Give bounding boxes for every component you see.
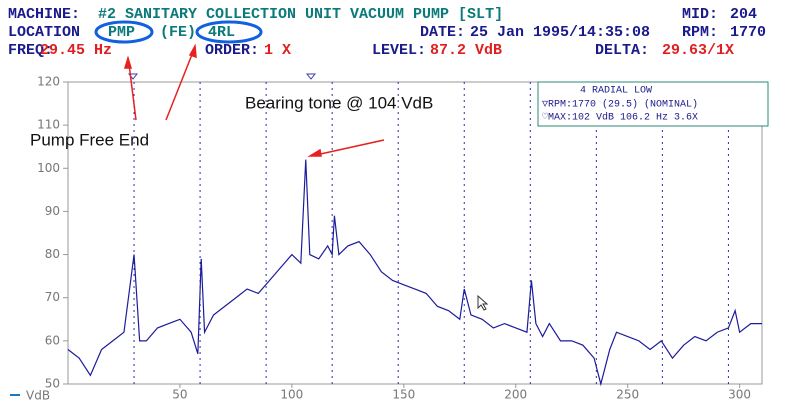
- rpm: 1770: [730, 24, 766, 41]
- y-axis-label: VdB: [26, 389, 50, 403]
- x-tick-label: 250: [616, 388, 639, 402]
- y-tick-label: 110: [37, 118, 60, 132]
- date-label: DATE:: [420, 24, 465, 41]
- rpm-label: RPM:: [682, 24, 718, 41]
- x-tick-label: 150: [392, 388, 415, 402]
- info-max: ♡MAX:102 VdB 106.2 Hz 3.6X: [542, 112, 698, 124]
- plot: 50 60 70 80 90 100 110 120 50 100 150 200 250 300: [37, 75, 763, 402]
- highlight-ellipse: [195, 20, 263, 44]
- order-label: ORDER:: [205, 42, 259, 59]
- x-tick-label: 300: [728, 388, 751, 402]
- spectrum-line: [67, 159, 762, 387]
- info-rpm: ▽RPM:1770 (29.5) (NOMINAL): [542, 99, 698, 111]
- machine: #2 SANITARY COLLECTION UNIT VACUUM PUMP …: [98, 6, 503, 23]
- freq-label: FREQ:: [8, 42, 53, 59]
- location-end: (FE): [160, 24, 196, 41]
- y-tick-label: 80: [45, 247, 60, 261]
- date: 25 Jan 1995/14:35:08: [470, 24, 650, 41]
- plot-frame: [67, 81, 763, 385]
- freq: 29.45 Hz: [40, 42, 112, 59]
- y-tick-label: 50: [45, 377, 60, 391]
- annotation: Pump Free End: [30, 130, 149, 149]
- y-tick-label: 90: [45, 204, 60, 218]
- mouse-cursor: [477, 294, 489, 311]
- mid-label: MID:: [682, 6, 718, 23]
- x-tick-label: 200: [504, 388, 527, 402]
- delta: 29.63/1X: [662, 42, 734, 59]
- annotation: Bearing tone @ 104 VdB: [245, 93, 433, 112]
- location-label: LOCATION: [8, 24, 80, 41]
- delta-label: DELTA:: [595, 42, 649, 59]
- highlight-ellipse: [94, 20, 154, 44]
- y-tick-label: 100: [37, 161, 60, 175]
- x-tick-label: 100: [280, 388, 303, 402]
- info-title: 4 RADIAL LOW: [580, 86, 652, 97]
- x-tick-label: 50: [172, 388, 187, 402]
- level-label: LEVEL:: [372, 42, 426, 59]
- y-tick-label: 70: [45, 290, 60, 304]
- order: 1 X: [264, 42, 291, 59]
- location-unit: PMP: [108, 24, 135, 41]
- machine-label: MACHINE:: [8, 6, 80, 23]
- level: 87.2 VdB: [430, 42, 502, 59]
- info-box: [537, 81, 769, 127]
- mid: 204: [730, 6, 757, 23]
- y-tick-label: 60: [45, 333, 60, 347]
- annotation-arrows: [123, 43, 385, 157]
- y-tick-label: 120: [37, 75, 60, 89]
- location-point: 4RL: [208, 24, 235, 41]
